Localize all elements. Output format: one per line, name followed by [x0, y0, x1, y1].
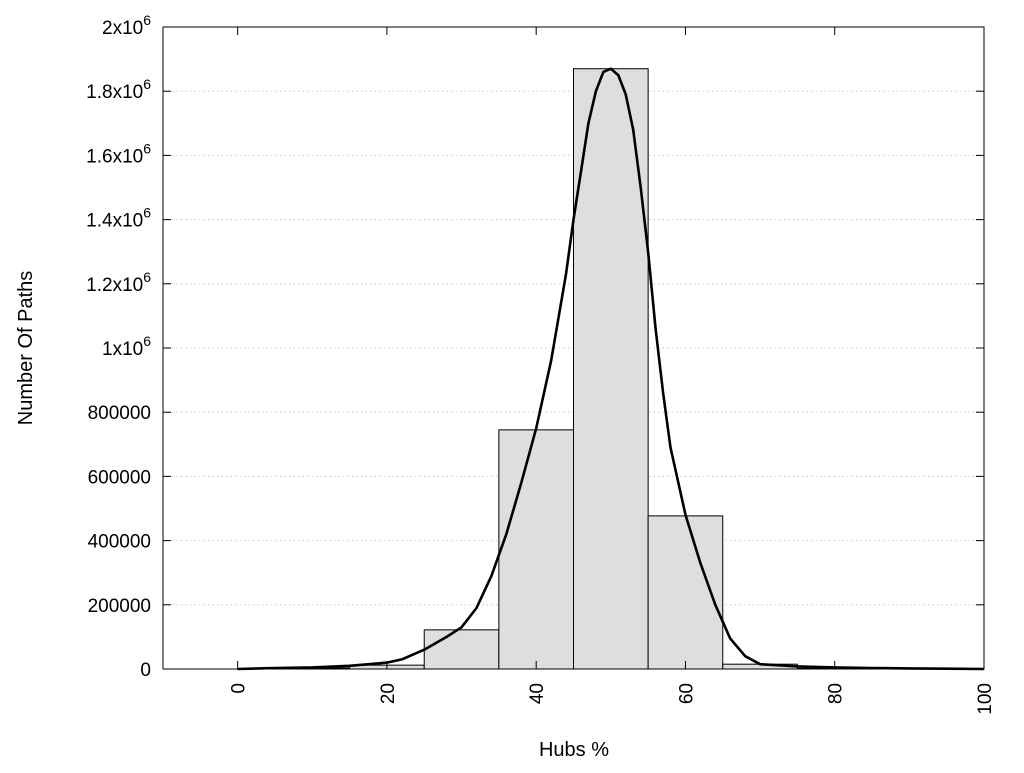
x-tick-label: 80	[826, 683, 847, 704]
y-tick-label: 1.4x106	[86, 205, 151, 232]
y-axis-ticks: 0 200000 400000 600000 800000 1x106 1.2x106 1.4…	[86, 12, 984, 681]
y-axis-title: Number Of Paths	[15, 271, 37, 426]
y-tick-label: 200000	[88, 596, 151, 617]
x-tick-label: 100	[975, 683, 996, 715]
x-axis-title: Hubs %	[539, 739, 609, 761]
distribution-curve	[237, 67, 985, 671]
y-tick-label: 1.6x106	[86, 140, 151, 167]
y-tick-label: 400000	[88, 532, 151, 553]
y-tick-label: 600000	[88, 467, 151, 488]
y-tick-label: 800000	[88, 403, 151, 424]
y-tick-label: 1.2x106	[86, 269, 151, 296]
histogram-bar	[498, 429, 575, 670]
histogram-bar	[423, 629, 500, 670]
x-tick-label: 0	[229, 683, 250, 694]
y-tick-label: 1.8x106	[86, 76, 151, 103]
y-tick-label: 1x106	[102, 333, 151, 360]
histogram-bars	[274, 68, 873, 670]
y-tick-label: 2x106	[102, 12, 151, 39]
y-tick-label: 0	[140, 660, 151, 681]
fitted-curve	[237, 67, 985, 671]
x-tick-label: 60	[677, 683, 698, 704]
x-axis-ticks: 0 20 40 60 80 100	[229, 27, 996, 715]
x-tick-label: 40	[527, 683, 548, 704]
x-tick-label: 20	[378, 683, 399, 704]
